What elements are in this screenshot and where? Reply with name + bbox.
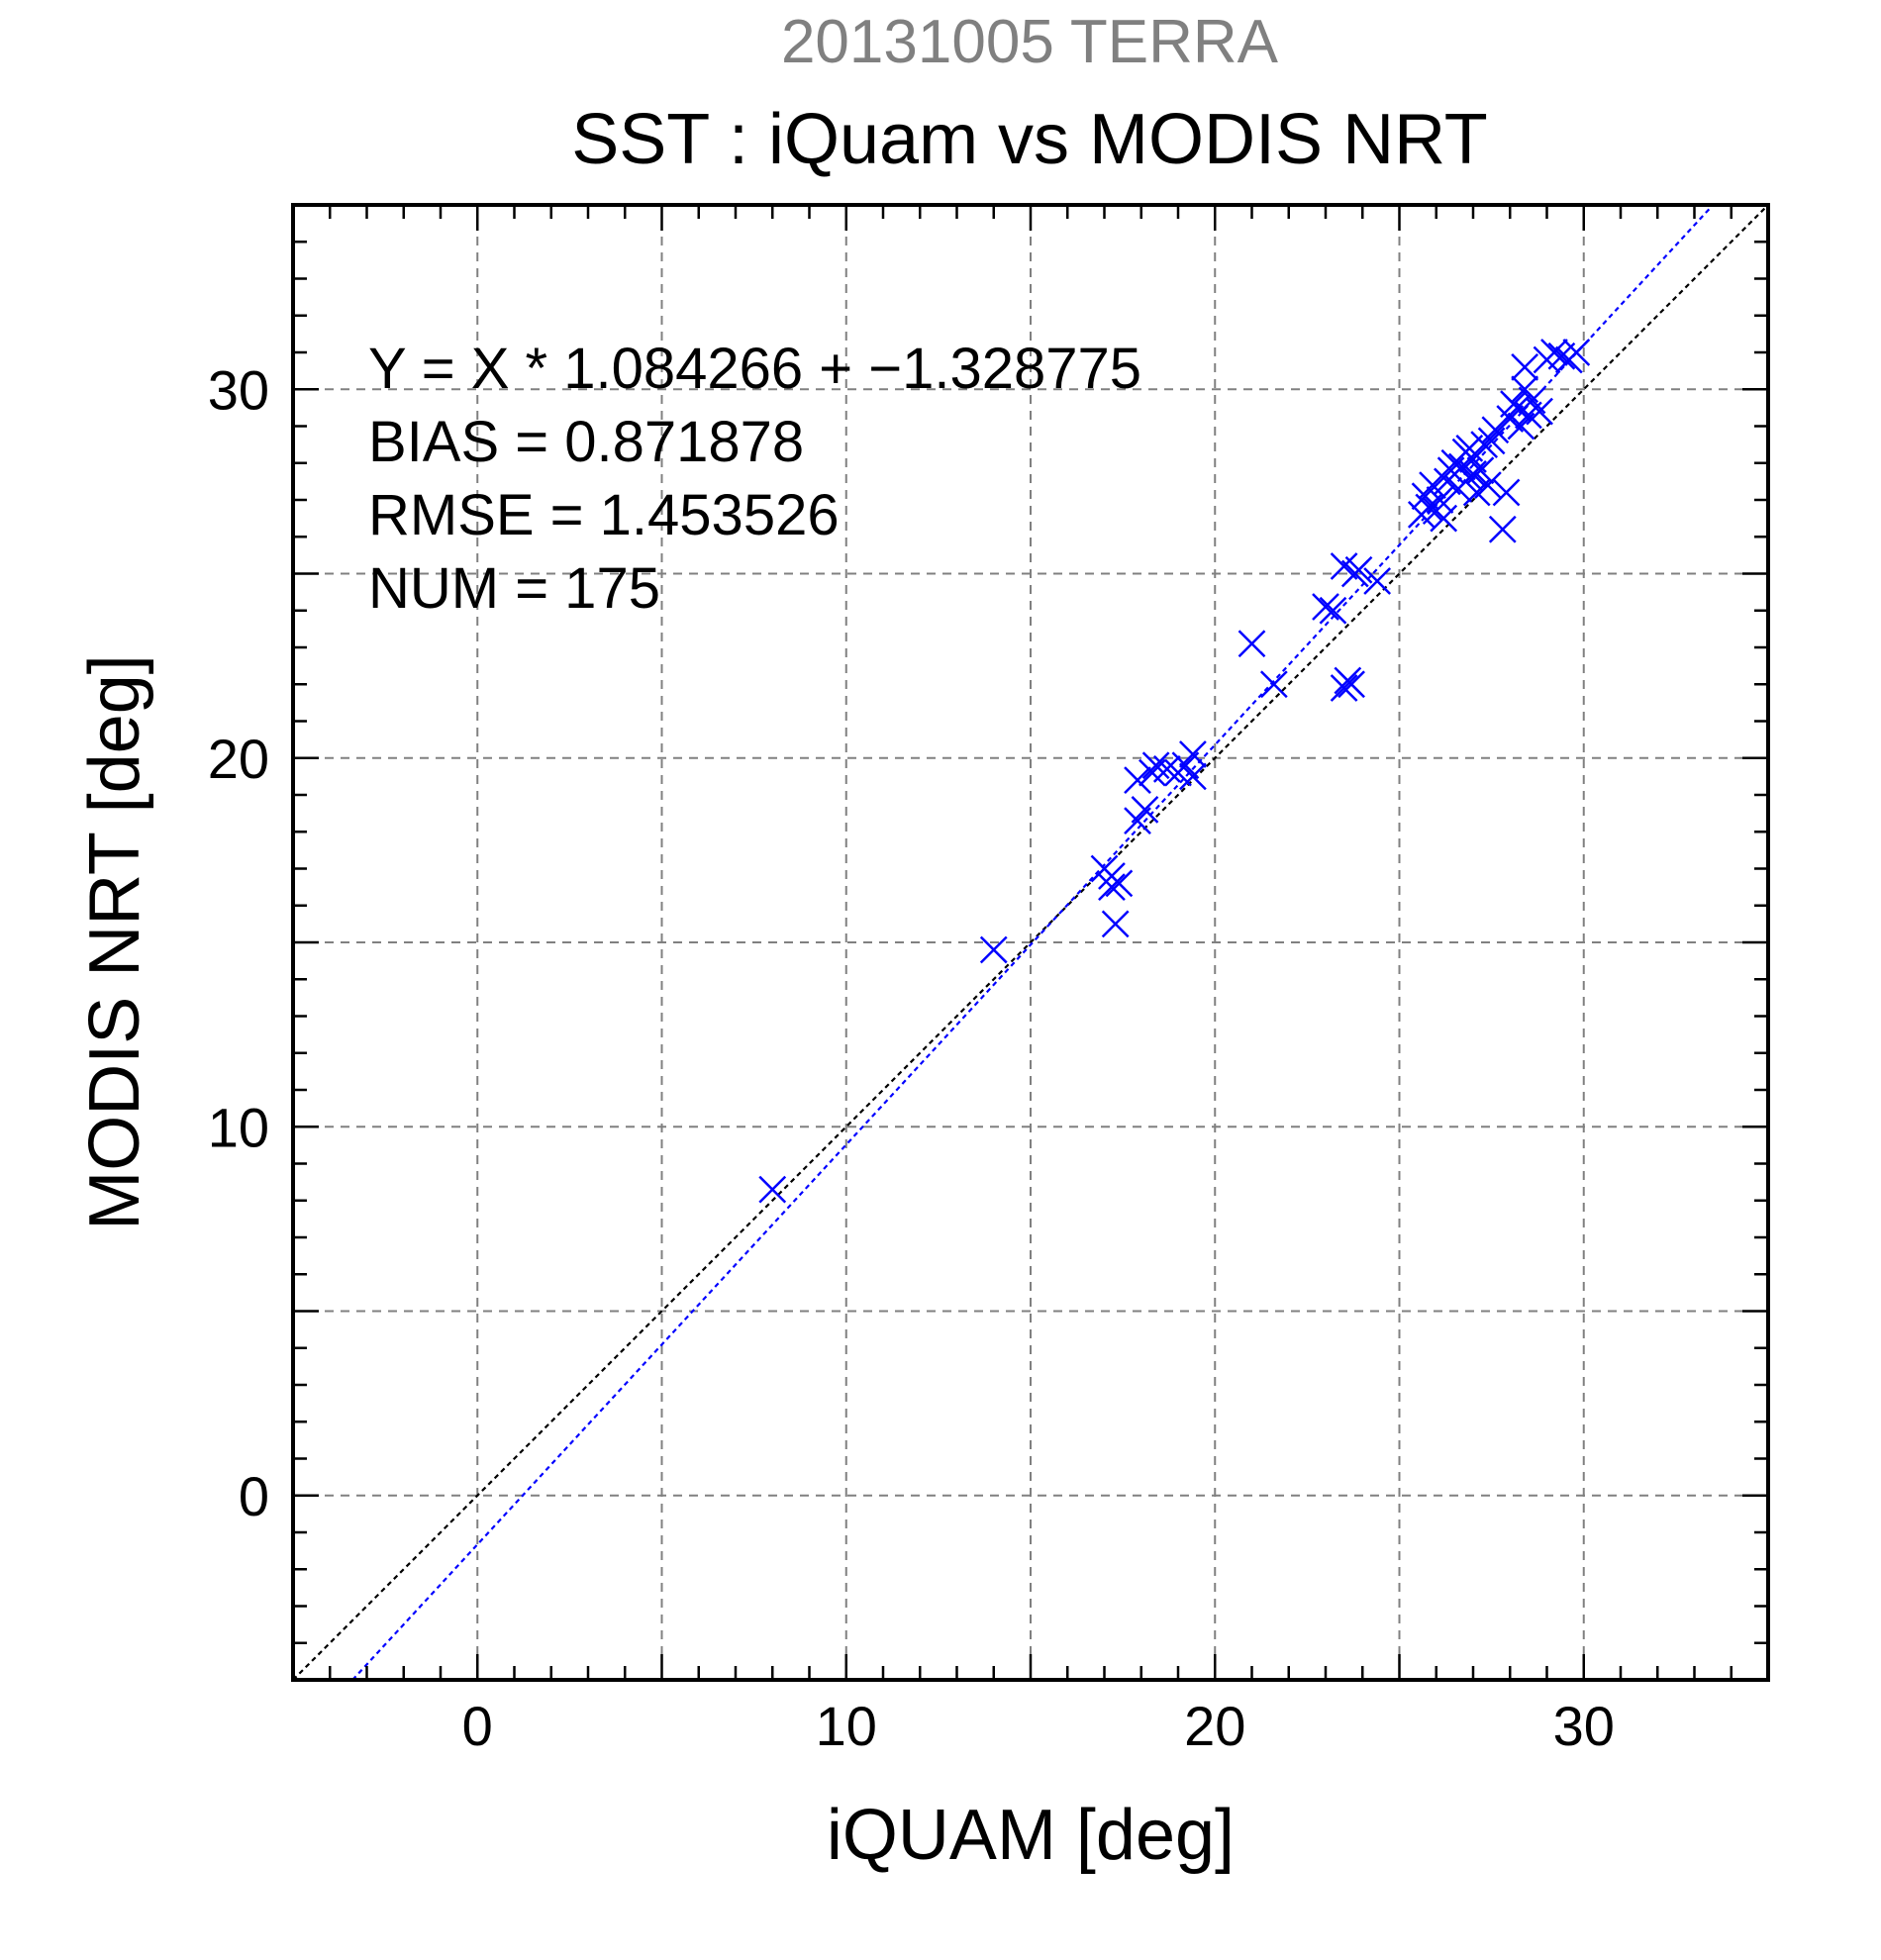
annotation-equation: Y = X * 1.084266 + −1.328775	[368, 337, 1141, 401]
data-point	[1511, 353, 1539, 381]
marker-stroke	[758, 1175, 787, 1204]
data-point	[1488, 515, 1517, 543]
data-point	[1436, 456, 1465, 485]
axis-ticks	[291, 203, 1770, 1682]
marker-stroke	[1492, 478, 1521, 507]
x-tick-label: 0	[462, 1695, 493, 1757]
data-point	[1526, 397, 1553, 426]
marker-stroke	[1436, 456, 1465, 485]
marker-stroke	[1238, 630, 1266, 658]
annotation-rmse: RMSE = 1.453526	[368, 483, 840, 547]
marker-stroke	[979, 935, 1008, 964]
data-point	[1098, 873, 1126, 902]
marker-stroke	[1105, 869, 1134, 898]
x-tick-label: 10	[816, 1695, 877, 1757]
data-point	[1481, 416, 1510, 444]
marker-stroke	[1466, 456, 1495, 485]
y-tick-label: 30	[208, 358, 269, 421]
marker-stroke	[1259, 670, 1288, 699]
data-point	[1124, 766, 1151, 794]
data-point	[1540, 339, 1568, 366]
data-point	[1455, 434, 1484, 462]
marker-stroke	[1179, 740, 1207, 768]
data-point	[1131, 796, 1159, 824]
data-point	[1259, 670, 1288, 699]
marker-stroke	[1562, 339, 1591, 366]
y-tick-label: 20	[208, 728, 269, 790]
y-axis-label: MODIS NRT [deg]	[75, 654, 154, 1230]
marker-stroke	[1518, 386, 1546, 415]
data-point	[1426, 486, 1454, 514]
marker-stroke	[1179, 762, 1207, 791]
y-tick-label: 10	[208, 1096, 269, 1158]
marker-stroke	[1363, 567, 1392, 595]
data-point	[1105, 869, 1134, 898]
data-points	[758, 339, 1591, 1204]
annotation-bias: BIAS = 0.871878	[368, 410, 804, 474]
data-point	[1477, 427, 1506, 455]
marker-stroke	[1459, 460, 1487, 488]
marker-stroke	[1540, 339, 1568, 366]
data-point	[1474, 471, 1502, 499]
data-point	[1466, 456, 1495, 485]
data-point	[1562, 339, 1591, 366]
marker-stroke	[1503, 393, 1532, 422]
marker-stroke	[1152, 755, 1181, 783]
grid-lines	[293, 205, 1768, 1680]
marker-stroke	[1337, 670, 1365, 699]
data-point	[1363, 567, 1392, 595]
data-point	[1179, 740, 1207, 768]
data-point	[1141, 751, 1170, 780]
y-tick-label: 0	[239, 1465, 269, 1527]
data-point	[758, 1175, 787, 1204]
marker-stroke	[1098, 873, 1126, 902]
marker-stroke	[1477, 427, 1506, 455]
identity-line	[292, 204, 1769, 1681]
data-point	[1492, 478, 1521, 507]
marker-stroke	[1526, 397, 1553, 426]
data-point	[1319, 596, 1347, 625]
marker-stroke	[1141, 751, 1170, 780]
marker-stroke	[1312, 593, 1339, 621]
marker-stroke	[1511, 353, 1539, 381]
plot-frame	[291, 203, 1770, 1682]
marker-stroke	[1101, 910, 1130, 938]
reference-lines	[292, 204, 1769, 1681]
chart-title: SST : iQuam vs MODIS NRT	[571, 100, 1488, 179]
data-point	[1101, 910, 1130, 938]
marker-stroke	[1455, 434, 1484, 462]
marker-stroke	[1474, 471, 1502, 499]
marker-stroke	[1330, 674, 1358, 702]
marker-stroke	[1426, 486, 1454, 514]
data-point	[1430, 504, 1458, 533]
data-point	[1152, 755, 1181, 783]
annotation-num: NUM = 175	[368, 556, 660, 621]
data-point	[1330, 674, 1358, 702]
marker-stroke	[1430, 504, 1458, 533]
marker-stroke	[1511, 375, 1539, 404]
marker-stroke	[1340, 559, 1369, 588]
data-point	[979, 935, 1008, 964]
x-tick-label: 30	[1553, 1695, 1615, 1757]
data-point	[1337, 670, 1365, 699]
data-point	[1179, 762, 1207, 791]
data-point	[1312, 593, 1339, 621]
data-point	[1340, 559, 1369, 588]
data-point	[1238, 630, 1266, 658]
tick-labels: 0 10 20 30 0 10 20 30	[208, 358, 1615, 1757]
x-axis-label: iQUAM [deg]	[827, 1796, 1235, 1875]
marker-stroke	[1131, 796, 1159, 824]
marker-stroke	[1481, 416, 1510, 444]
marker-stroke	[1319, 596, 1347, 625]
chart-subtitle: 20131005 TERRA	[781, 8, 1279, 76]
regression-line	[351, 204, 1715, 1681]
marker-stroke	[1488, 515, 1517, 543]
data-point	[1459, 460, 1487, 488]
marker-stroke	[1124, 766, 1151, 794]
x-tick-label: 20	[1184, 1695, 1245, 1757]
marker-stroke	[1330, 552, 1358, 580]
fit-statistics: Y = X * 1.084266 + −1.328775 BIAS = 0.87…	[368, 337, 1141, 621]
